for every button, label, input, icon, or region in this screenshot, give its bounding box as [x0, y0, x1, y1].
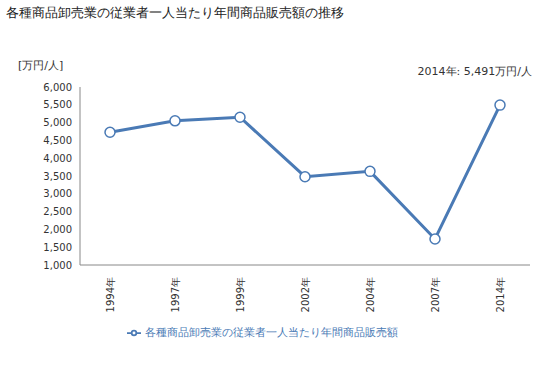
svg-text:1997年: 1997年 — [170, 277, 181, 312]
svg-text:1,000: 1,000 — [43, 260, 72, 271]
svg-text:2007年: 2007年 — [430, 277, 441, 312]
html-text:各種商品卸売業の従業者一人当たり年間商品販売額の推移: 各種商品卸売業の従業者一人当たり年間商品販売額の推移 — [6, 5, 344, 20]
svg-text:5,000: 5,000 — [43, 117, 72, 128]
svg-text:2004年: 2004年 — [365, 277, 376, 312]
svg-text:2,500: 2,500 — [43, 206, 72, 217]
svg-text:1999年: 1999年 — [235, 277, 246, 312]
svg-text:2,000: 2,000 — [43, 224, 72, 235]
svg-text:5,500: 5,500 — [43, 99, 72, 110]
svg-text:3,500: 3,500 — [43, 171, 72, 182]
html-text:2014年: 5,491万円/人: 2014年: 5,491万円/人 — [417, 65, 532, 78]
svg-text:1,500: 1,500 — [43, 242, 72, 253]
svg-text:4,000: 4,000 — [43, 153, 72, 164]
svg-text:6,000: 6,000 — [43, 82, 72, 93]
html-text:[万円/人]: [万円/人] — [18, 59, 64, 72]
svg-text:4,500: 4,500 — [43, 135, 72, 146]
svg-text:2014年: 2014年 — [495, 277, 506, 312]
svg-text:1994年: 1994年 — [105, 277, 116, 312]
html-text:各種商品卸売業の従業者一人当たり年間商品販売額: 各種商品卸売業の従業者一人当たり年間商品販売額 — [145, 326, 398, 339]
svg-text:2002年: 2002年 — [300, 277, 311, 312]
svg-text:3,000: 3,000 — [43, 188, 72, 199]
